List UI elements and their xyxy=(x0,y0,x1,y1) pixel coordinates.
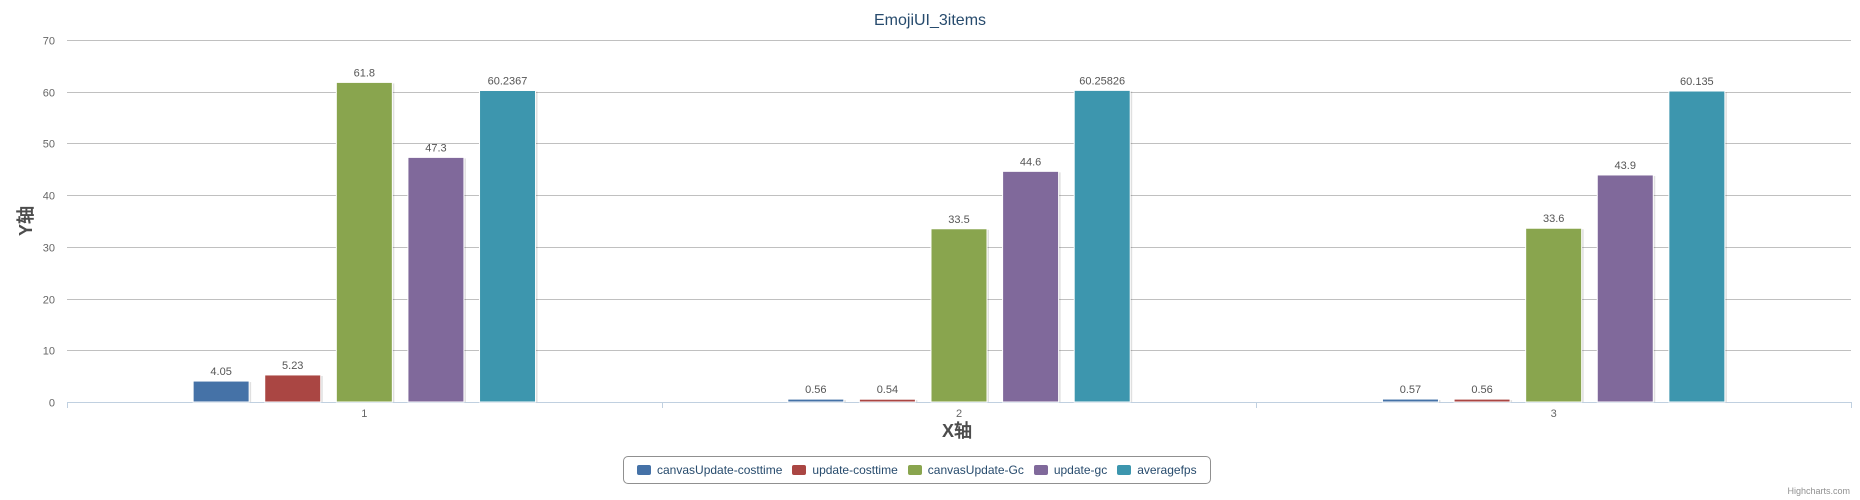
data-label: 60.135 xyxy=(1680,76,1714,88)
bar xyxy=(407,156,465,403)
data-label: 43.9 xyxy=(1615,160,1636,172)
legend-swatch xyxy=(1117,465,1132,475)
legend-label: update-gc xyxy=(1053,463,1108,477)
data-label: 33.6 xyxy=(1543,213,1564,225)
y-tick-label: 60 xyxy=(43,88,55,100)
bar xyxy=(1381,398,1439,403)
y-tick-label: 10 xyxy=(43,346,55,358)
legend-item[interactable]: update-costtime xyxy=(792,463,898,477)
data-label: 5.23 xyxy=(282,360,303,372)
data-label: 47.3 xyxy=(425,142,446,154)
legend-label: averagefps xyxy=(1137,463,1197,477)
x-tick-label: 2 xyxy=(956,408,962,420)
x-axis-title: X轴 xyxy=(942,420,972,441)
bars xyxy=(192,81,1727,403)
legend-label: canvasUpdate-Gc xyxy=(927,463,1024,477)
x-axis: 1 2 3 xyxy=(67,402,1852,420)
y-tick-label: 20 xyxy=(43,295,55,307)
bar xyxy=(335,81,393,403)
data-label: 0.56 xyxy=(1471,384,1492,396)
data-label: 33.5 xyxy=(948,214,969,226)
data-label: 44.6 xyxy=(1020,156,1041,168)
legend-swatch xyxy=(1033,465,1048,475)
y-tick-label: 30 xyxy=(43,243,55,255)
legend-item[interactable]: averagefps xyxy=(1117,463,1197,477)
legend-item[interactable]: update-gc xyxy=(1033,463,1108,477)
bar xyxy=(1668,90,1726,403)
y-tick-label: 50 xyxy=(43,139,55,151)
chart-title: EmojiUI_3items xyxy=(874,12,986,29)
data-label: 4.05 xyxy=(210,366,231,378)
legend-item[interactable]: canvasUpdate-costtime xyxy=(637,463,782,477)
data-label: 60.2367 xyxy=(488,75,528,87)
bar xyxy=(479,89,537,403)
credits-link[interactable]: Highcharts.com xyxy=(1787,486,1850,496)
y-axis-tick-labels: 0 10 20 30 40 50 60 70 xyxy=(43,36,55,410)
data-label: 60.25826 xyxy=(1079,75,1125,87)
data-labels: 4.05 0.56 0.57 5.23 0.54 0.56 61.8 33.5 33.6 47.3… xyxy=(210,67,1713,396)
bar xyxy=(1596,174,1654,403)
x-tick-label: 1 xyxy=(361,408,367,420)
data-label: 0.56 xyxy=(805,384,826,396)
data-label: 0.57 xyxy=(1400,384,1421,396)
y-tick-label: 40 xyxy=(43,191,55,203)
y-tick-label: 70 xyxy=(43,36,55,48)
bar xyxy=(1453,398,1511,403)
legend-swatch xyxy=(637,465,651,475)
legend: canvasUpdate-costtime update-costtime canv… xyxy=(623,456,1211,484)
bar xyxy=(1002,170,1060,403)
bar xyxy=(264,374,322,403)
bar xyxy=(1073,89,1131,403)
data-label: 61.8 xyxy=(354,67,375,79)
bar xyxy=(1525,227,1583,403)
y-axis-title: Y轴 xyxy=(15,206,36,236)
bar xyxy=(787,398,845,403)
y-tick-label: 0 xyxy=(49,398,55,410)
legend-item[interactable]: canvasUpdate-Gc xyxy=(907,463,1024,477)
bar xyxy=(930,228,988,403)
bar xyxy=(192,380,250,403)
legend-label: update-costtime xyxy=(812,463,898,477)
legend-swatch xyxy=(792,465,807,475)
legend-label: canvasUpdate-costtime xyxy=(657,463,783,477)
legend-swatch xyxy=(907,465,922,475)
bar xyxy=(858,398,916,403)
data-label: 0.54 xyxy=(877,384,898,396)
x-tick-label: 3 xyxy=(1551,408,1557,420)
